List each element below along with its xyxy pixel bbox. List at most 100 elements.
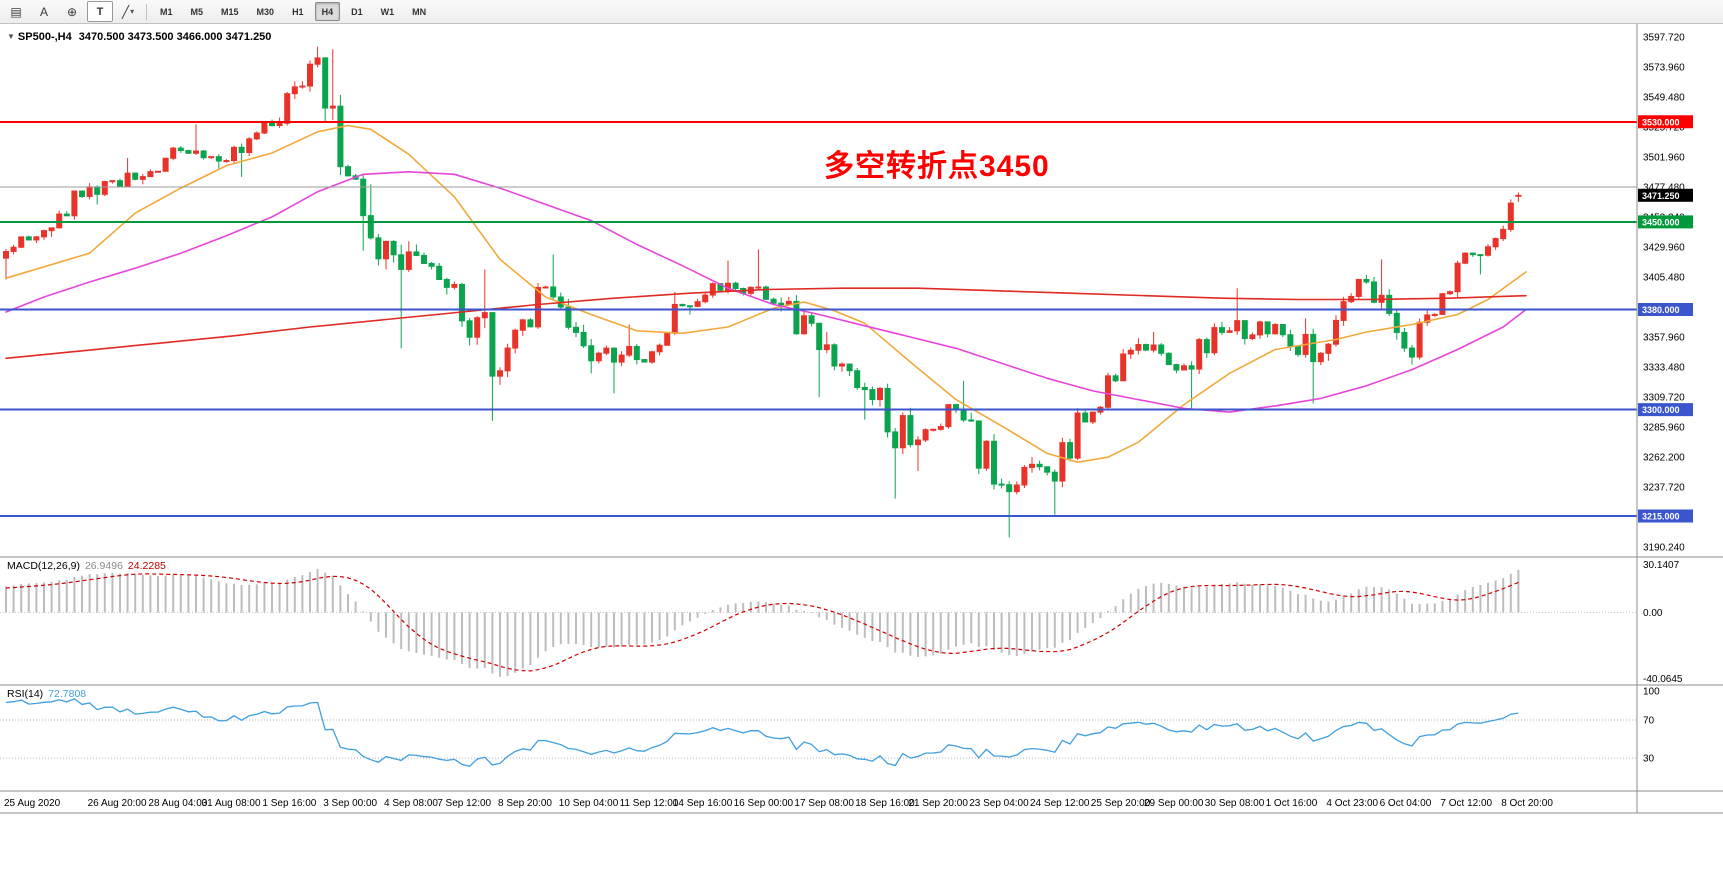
candle-body bbox=[101, 181, 108, 195]
timeframe-button-d1[interactable]: D1 bbox=[351, 6, 363, 17]
candle-body bbox=[1386, 294, 1393, 314]
tool-icons-group: ▤ A ⊕ T ╱ ▾ bbox=[3, 1, 141, 22]
candle-body bbox=[611, 347, 617, 363]
candle-body bbox=[451, 283, 458, 288]
timeframe-button-w1[interactable]: W1 bbox=[380, 6, 395, 17]
candle-body bbox=[109, 180, 116, 183]
ma-slow-red-line bbox=[5, 287, 1527, 360]
time-axis-label: 16 Sep 00:00 bbox=[734, 798, 794, 809]
candle-body bbox=[869, 389, 876, 401]
candle-body bbox=[215, 156, 222, 162]
price-axis-label: 3357.960 bbox=[1643, 333, 1685, 344]
chart-grid-icon[interactable]: ▤ bbox=[10, 4, 22, 19]
candle-body bbox=[960, 409, 967, 421]
candle-body bbox=[1105, 375, 1111, 408]
timeframe-button-h4[interactable]: H4 bbox=[314, 2, 341, 21]
line-tools-icon[interactable]: ╱ ▾ bbox=[121, 4, 135, 19]
rsi-indicator-label: RSI(14) 72.7808 bbox=[7, 688, 86, 700]
price-tag-3450-text: 3450.000 bbox=[1642, 217, 1680, 227]
candle-body bbox=[405, 251, 412, 270]
candle-body bbox=[443, 279, 450, 288]
candle-body bbox=[1211, 327, 1218, 354]
rsi-line bbox=[5, 698, 1519, 768]
candle-body bbox=[527, 319, 534, 328]
candle-body bbox=[1165, 352, 1172, 366]
price-axis-label: 3237.720 bbox=[1643, 483, 1685, 494]
candle-body bbox=[1439, 293, 1446, 315]
time-axis-label: 4 Oct 23:00 bbox=[1326, 798, 1378, 809]
candle-body bbox=[595, 352, 602, 362]
timeframe-button-m15[interactable]: M15 bbox=[221, 6, 239, 17]
candle-body bbox=[991, 440, 997, 485]
candle-body bbox=[854, 370, 861, 389]
toolbar-separator bbox=[146, 3, 147, 20]
time-axis-label: 7 Oct 12:00 bbox=[1440, 798, 1492, 809]
candle-body bbox=[1181, 365, 1187, 371]
candle-body bbox=[253, 132, 260, 140]
candle-body bbox=[1264, 321, 1271, 335]
candle-body bbox=[428, 262, 435, 267]
candle-body bbox=[1059, 442, 1066, 482]
candle-body bbox=[1272, 324, 1279, 335]
timeframe-button-h1[interactable]: H1 bbox=[292, 6, 304, 17]
time-axis-label: 29 Sep 00:00 bbox=[1144, 798, 1204, 809]
timeframe-button-m30[interactable]: M30 bbox=[256, 6, 275, 17]
candle-body bbox=[1507, 202, 1514, 230]
macd-axis-bottom: -40.0645 bbox=[1643, 674, 1683, 685]
time-axis-label: 1 Sep 16:00 bbox=[262, 798, 316, 809]
price-axis-label: 3309.720 bbox=[1643, 393, 1685, 404]
candle-body bbox=[1416, 321, 1423, 358]
candle-body bbox=[861, 387, 868, 391]
timeframe-button-m1[interactable]: M1 bbox=[160, 6, 173, 17]
candle-body bbox=[63, 213, 70, 217]
candle-body bbox=[512, 329, 519, 349]
time-axis-label: 21 Sep 20:00 bbox=[908, 798, 968, 809]
candle-body bbox=[656, 344, 663, 353]
candle-body bbox=[1044, 466, 1051, 473]
candle-body bbox=[436, 265, 443, 281]
candle-body bbox=[975, 420, 982, 469]
candle-body bbox=[71, 190, 78, 217]
text-tool-icon[interactable]: T bbox=[87, 1, 113, 22]
candle-body bbox=[1287, 334, 1294, 347]
timeframe-button-m5[interactable]: M5 bbox=[190, 6, 204, 17]
candle-body bbox=[839, 363, 845, 367]
candle-body bbox=[383, 240, 389, 260]
time-axis-label: 8 Sep 20:00 bbox=[498, 798, 552, 809]
time-axis-label: 24 Sep 12:00 bbox=[1030, 798, 1090, 809]
candle-body bbox=[1371, 281, 1377, 303]
candle-body bbox=[937, 426, 944, 430]
candle-body bbox=[48, 227, 55, 232]
candle-body bbox=[117, 180, 123, 187]
candle-body bbox=[504, 347, 511, 372]
time-axis-label: 31 Aug 08:00 bbox=[202, 798, 261, 809]
price-axis-label: 3429.960 bbox=[1643, 243, 1685, 254]
candle-body bbox=[1112, 375, 1119, 382]
candle-body bbox=[687, 305, 693, 308]
candle-body bbox=[1279, 324, 1286, 336]
candle-body bbox=[778, 302, 785, 306]
crosshair-icon[interactable]: ⊕ bbox=[66, 4, 78, 19]
candle-body bbox=[732, 282, 739, 289]
candle-body bbox=[1409, 347, 1415, 358]
candle-body bbox=[1340, 301, 1347, 321]
candle-body bbox=[808, 315, 815, 324]
candle-body bbox=[618, 354, 625, 363]
collapse-triangle-icon[interactable]: ▼ bbox=[7, 32, 15, 41]
cursor-a-icon[interactable]: A bbox=[39, 4, 48, 19]
candle-body bbox=[25, 236, 32, 241]
candle-body bbox=[1188, 365, 1195, 370]
timeframe-button-mn[interactable]: MN bbox=[412, 6, 427, 17]
candle-body bbox=[1325, 343, 1332, 354]
candle-body bbox=[33, 236, 40, 241]
macd-indicator-label: MACD(12,26,9) 26.9496 24.2285 bbox=[7, 560, 166, 572]
time-axis-label: 10 Sep 04:00 bbox=[559, 798, 619, 809]
candle-body bbox=[421, 254, 427, 264]
candle-body bbox=[633, 345, 640, 361]
candle-body bbox=[276, 122, 283, 127]
macd-axis-zero: 0.00 bbox=[1643, 608, 1663, 619]
time-axis-label: 30 Sep 08:00 bbox=[1205, 798, 1265, 809]
macd-signal-line bbox=[5, 573, 1519, 672]
candle-body bbox=[3, 251, 9, 259]
